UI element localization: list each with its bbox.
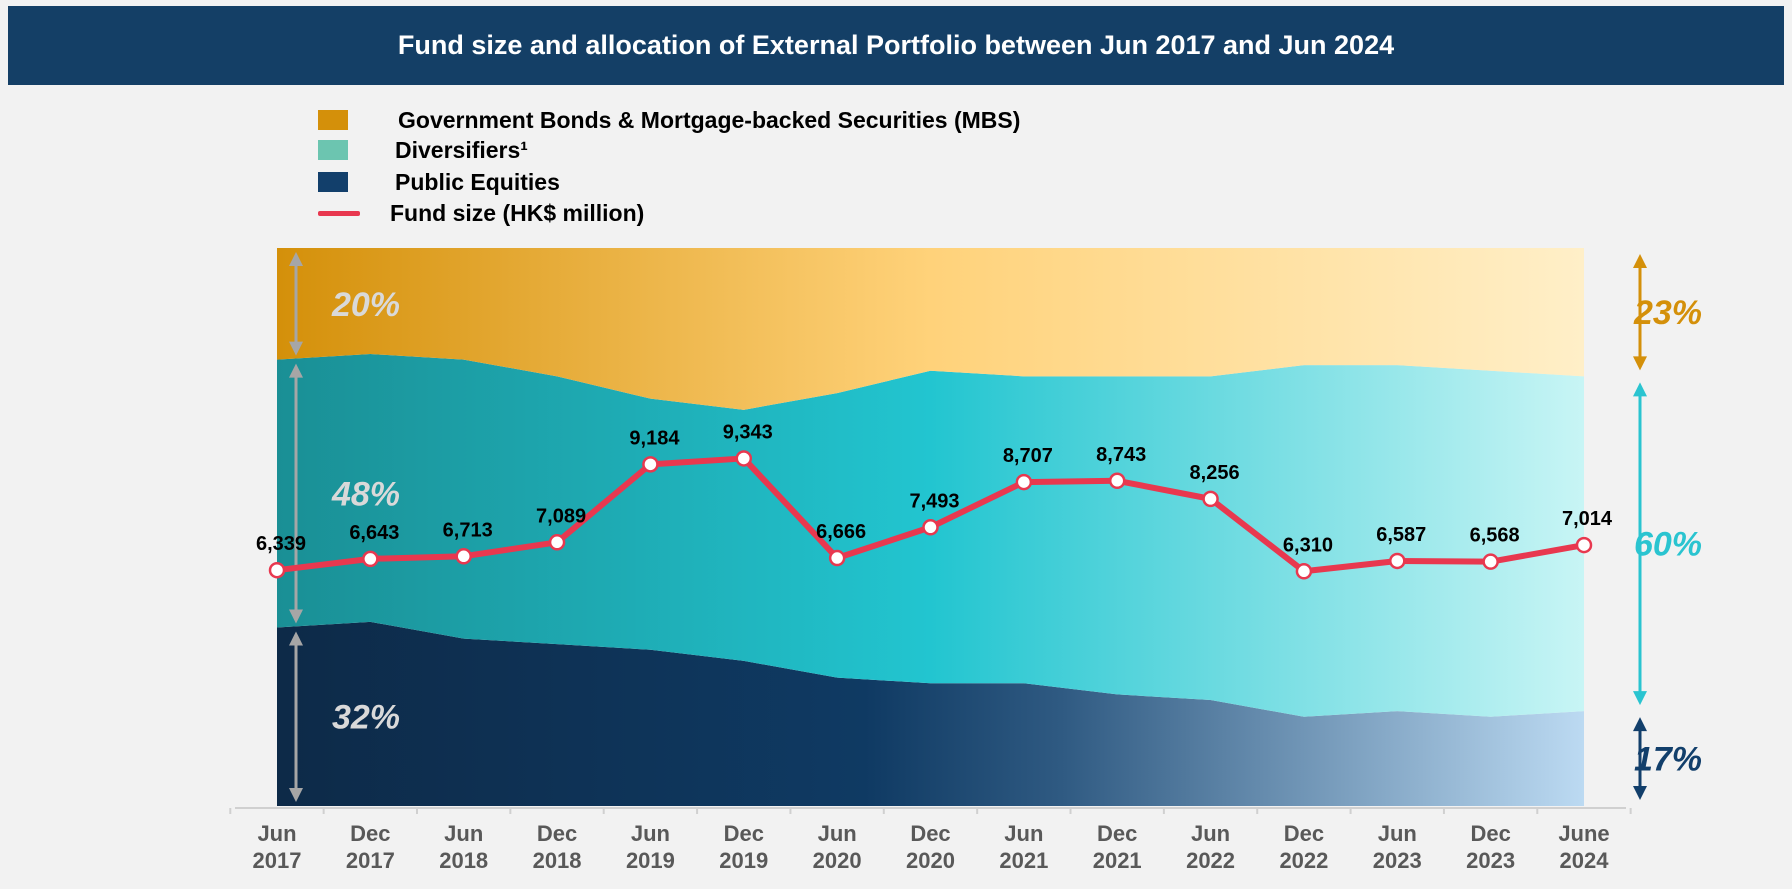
legend-swatch xyxy=(318,210,360,216)
share-label: 17% xyxy=(1634,741,1702,779)
chart-title: Fund size and allocation of External Por… xyxy=(8,6,1784,85)
data-label: 7,014 xyxy=(1562,508,1613,530)
point xyxy=(455,548,472,565)
x-tick-label: June 2024 xyxy=(1558,821,1610,873)
legend-swatch xyxy=(318,140,348,160)
share-label: 20% xyxy=(331,286,400,324)
legend-item: Fund size (HK$ million) xyxy=(318,199,644,227)
share-label: 48% xyxy=(331,476,400,514)
arrow-head xyxy=(289,363,303,378)
x-tick-label: Dec 2018 xyxy=(532,821,582,873)
x-tick-label: Dec 2017 xyxy=(345,821,395,873)
data-label: 6,643 xyxy=(349,522,399,544)
x-tick-label: Dec 2023 xyxy=(1466,821,1516,873)
legend-label: Government Bonds & Mortgage-backed Secur… xyxy=(398,106,1021,133)
arrow-head xyxy=(1633,691,1647,706)
arrow-head xyxy=(1633,717,1647,732)
legend-label: Fund size (HK$ million) xyxy=(390,199,645,226)
point xyxy=(642,456,659,473)
area xyxy=(277,621,1584,806)
data-label: 9,343 xyxy=(723,421,773,443)
x-tick-label: Dec 2020 xyxy=(906,821,955,873)
x-tick-label: Jun 2021 xyxy=(999,821,1049,873)
point xyxy=(1015,473,1033,491)
x-tick-label: Jun 2022 xyxy=(1186,821,1236,873)
point xyxy=(268,561,286,579)
data-label: 9,184 xyxy=(629,427,680,449)
arrow-head xyxy=(1633,254,1647,268)
point xyxy=(548,534,566,551)
legend-label: Public Equities xyxy=(395,168,560,195)
legend-item: Public Equities xyxy=(318,168,560,196)
data-label: 6,713 xyxy=(443,519,493,541)
point xyxy=(362,550,379,568)
x-tick-label: Dec 2022 xyxy=(1279,821,1329,873)
point xyxy=(1295,563,1313,580)
share-label: 23% xyxy=(1633,294,1702,332)
data-label: 6,568 xyxy=(1470,525,1520,547)
x-tick-label: Dec 2019 xyxy=(719,821,769,873)
legend-label: Diversifiers¹ xyxy=(395,136,528,163)
data-label: 8,256 xyxy=(1190,462,1240,484)
arrow-head xyxy=(1633,382,1647,397)
arrow-head xyxy=(1633,356,1647,371)
x-tick-label: Jun 2018 xyxy=(439,821,489,873)
arrow-head xyxy=(289,788,303,802)
data-label: 8,707 xyxy=(1003,445,1053,467)
data-label: 8,743 xyxy=(1096,444,1146,466)
legend-swatch xyxy=(318,172,348,192)
share-label: 32% xyxy=(332,699,400,737)
data-label: 7,089 xyxy=(536,505,586,527)
arrow-head xyxy=(289,631,303,646)
x-tick-label: Jun 2023 xyxy=(1372,821,1422,873)
legend-item: Government Bonds & Mortgage-backed Secur… xyxy=(318,106,1020,134)
arrow-head xyxy=(289,609,303,624)
share-label: 60% xyxy=(1634,526,1702,564)
arrow-head xyxy=(289,341,303,356)
point xyxy=(1202,490,1219,508)
legend-item: Diversifiers¹ xyxy=(318,136,528,164)
point xyxy=(828,549,846,567)
data-label: 6,587 xyxy=(1376,524,1426,546)
point xyxy=(735,450,753,467)
point xyxy=(1575,536,1593,554)
point xyxy=(1389,552,1406,570)
data-label: 6,339 xyxy=(256,533,306,555)
point xyxy=(1482,553,1499,570)
arrow-head xyxy=(1633,786,1647,800)
legend-swatch xyxy=(318,110,348,130)
data-label: 6,310 xyxy=(1283,534,1333,556)
x-tick-label: Jun 2019 xyxy=(625,821,675,873)
point xyxy=(1108,472,1126,490)
arrow-head xyxy=(289,252,303,266)
x-tick-label: Jun 2020 xyxy=(812,821,862,873)
x-tick-label: Dec 2021 xyxy=(1092,821,1142,873)
area xyxy=(277,248,1584,410)
data-label: 6,666 xyxy=(816,521,866,543)
x-tick-label: Jun 2017 xyxy=(252,821,302,873)
data-label: 7,493 xyxy=(909,490,959,512)
point xyxy=(922,519,939,536)
